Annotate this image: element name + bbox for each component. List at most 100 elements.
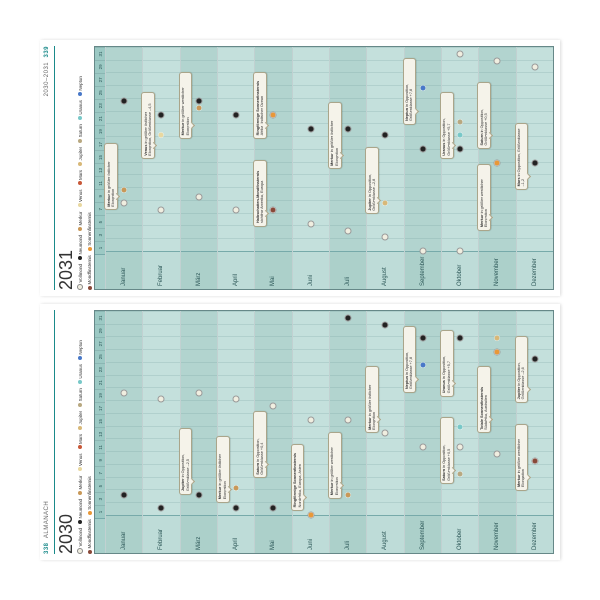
legend-item-saturn: Saturn xyxy=(78,388,83,407)
month-cells: Totale Sonnenfinsternis Südafrika, Austr… xyxy=(479,311,515,515)
month-cells: Merkur in größter östlicher Elongation xyxy=(367,311,403,515)
full-moon-icon xyxy=(307,416,314,423)
legend-label: Vollmond xyxy=(78,528,83,547)
legend-label: Uranus xyxy=(78,100,83,115)
legend-item-vollmond: Vollmond xyxy=(77,264,83,290)
legend-item-neptun: Neptun xyxy=(78,76,83,96)
date-tick: 21 xyxy=(95,376,105,389)
venus-icon xyxy=(78,467,82,471)
month-label: August xyxy=(367,515,403,553)
saturn-event-icon xyxy=(458,119,463,124)
date-tick: 9 xyxy=(95,453,105,466)
legend-item-venus: Venus xyxy=(78,453,83,471)
jupiter-icon xyxy=(78,162,82,166)
new-moon-icon xyxy=(158,505,165,512)
month-cells: Saturn in Opposition, Größenklasse +0,4 xyxy=(255,311,291,515)
event-callout: Venus in größter östlicher Elongation, G… xyxy=(141,92,155,159)
month-label: April xyxy=(218,251,254,289)
date-tick: 1 xyxy=(95,241,105,254)
venus-event-icon xyxy=(159,133,164,138)
month-label: Oktober xyxy=(442,515,478,553)
right-page-header: 2030–2031 339 xyxy=(40,40,54,296)
month-label: September xyxy=(405,515,441,553)
event-callout: Merkur in größter westlicher Elongation xyxy=(515,424,529,491)
full-moon-icon xyxy=(531,64,538,71)
full-moon-icon xyxy=(233,396,240,403)
saturn-event-icon xyxy=(458,472,463,477)
event-callout: Merkur in größter östlicher Elongation xyxy=(104,143,118,210)
event-callout: Uranus in Opposition, Größenklasse +5,7 xyxy=(440,92,454,159)
sonnenfinsternis-event-icon xyxy=(495,349,500,354)
legend-item-sonnenfinsternis: Sonnenfinsternis xyxy=(87,476,92,515)
month-row: MaiHalbschatten-Mondfinsternis sichtbar … xyxy=(254,47,291,289)
uranus-event-icon xyxy=(458,424,463,429)
event-callout: Saturn in Opposition, Größenklasse +0,5 xyxy=(477,82,491,149)
merkur-icon xyxy=(78,227,82,231)
legend-item-merkur: Merkur xyxy=(78,211,83,231)
event-callout: Saturn in Opposition, Größenklasse +0,4 xyxy=(253,411,267,478)
date-tick: 29 xyxy=(95,324,105,337)
mondfinsternis-event-icon xyxy=(271,208,276,213)
legend-label: Mars xyxy=(78,170,83,180)
month-row: Dezember Merkur in größter westlicher Elo… xyxy=(516,311,553,553)
month-label: März xyxy=(181,515,217,553)
legend-item-merkur: Merkur xyxy=(78,475,83,495)
legend-item-mondfinsternis: Mondfinsternis xyxy=(87,519,92,554)
month-label: Januar xyxy=(106,251,142,289)
new-moon-icon xyxy=(307,125,314,132)
vollmond-icon xyxy=(77,548,83,554)
date-tick: 7 xyxy=(95,466,105,479)
page-number-right: 339 xyxy=(44,46,50,58)
jupiter-event-icon xyxy=(383,201,388,206)
legend-2030: VollmondNeumondMerkurVenusMarsJupiterSat… xyxy=(77,304,94,560)
month-label: März xyxy=(181,251,217,289)
event-callout: Jupiter in Opposition, Größenklasse –2,5 xyxy=(179,428,193,495)
new-moon-icon xyxy=(382,132,389,139)
calendar-grid-2030: 135791113151719212325272931JanuarFebruar… xyxy=(94,310,554,554)
legend-item-vollmond: Vollmond xyxy=(77,528,83,554)
date-header-row: 135791113151719212325272931 xyxy=(95,311,105,553)
legend-label: Uranus xyxy=(78,364,83,379)
full-moon-icon xyxy=(457,248,464,255)
event-callout: Halbschatten-Mondfinsternis sichtbar Ame… xyxy=(253,160,267,227)
date-tick: 31 xyxy=(95,47,105,60)
event-callout: Jupiter in Opposition, Größenklasse –2,6 xyxy=(515,336,529,403)
page-label-left: ALMANACH xyxy=(44,501,50,538)
mondfinsternis-icon xyxy=(88,550,92,554)
date-tick: 21 xyxy=(95,112,105,125)
legend-label: Mars xyxy=(78,434,83,444)
mars-icon xyxy=(78,181,82,185)
mars-icon xyxy=(78,445,82,449)
full-moon-icon xyxy=(121,389,128,396)
month-label: Februar xyxy=(143,251,179,289)
full-moon-icon xyxy=(233,207,240,214)
legend-label: Merkur xyxy=(78,211,83,225)
month-row: Februar Venus in größter östlicher Elonga… xyxy=(142,47,179,289)
date-tick: 19 xyxy=(95,389,105,402)
legend-item-uranus: Uranus xyxy=(78,100,83,120)
year-2031-label: 2031 xyxy=(57,40,75,296)
month-cells: Jupiter in Opposition, Größenklasse –2,8 xyxy=(367,47,403,251)
new-moon-icon xyxy=(531,355,538,362)
month-label: Juli xyxy=(330,251,366,289)
event-callout: Merkur in größter westlicher Elongation xyxy=(179,72,193,139)
date-tick: 29 xyxy=(95,60,105,73)
legend-item-mondfinsternis: Mondfinsternis xyxy=(87,255,92,290)
month-label: Juli xyxy=(330,515,366,553)
legend-label: Neptun xyxy=(78,76,83,91)
month-label: Dezember xyxy=(517,515,553,553)
new-moon-icon xyxy=(457,335,464,342)
month-row: NovemberMerkur in größter westlicher Elo… xyxy=(478,47,515,289)
month-cells xyxy=(293,47,329,251)
full-moon-icon xyxy=(457,50,464,57)
full-moon-icon xyxy=(419,248,426,255)
month-row: JuliMerkur in größter westlicher Elongat… xyxy=(329,311,366,553)
full-moon-icon xyxy=(382,430,389,437)
callout-text: Nordafrika, Europa, Asien xyxy=(298,464,302,507)
month-cells: Halbschatten-Mondfinsternis sichtbar Ame… xyxy=(255,47,291,251)
year-2030-label: 2030 xyxy=(57,304,75,560)
month-row: März Jupiter in Opposition, Größenklasse … xyxy=(180,311,217,553)
book-spread: 338 ALMANACH 2030 VollmondNeumondMerkurV… xyxy=(40,40,560,560)
legend-label: Mondfinsternis xyxy=(87,255,92,284)
legend-label: Sonnenfinsternis xyxy=(87,212,92,246)
